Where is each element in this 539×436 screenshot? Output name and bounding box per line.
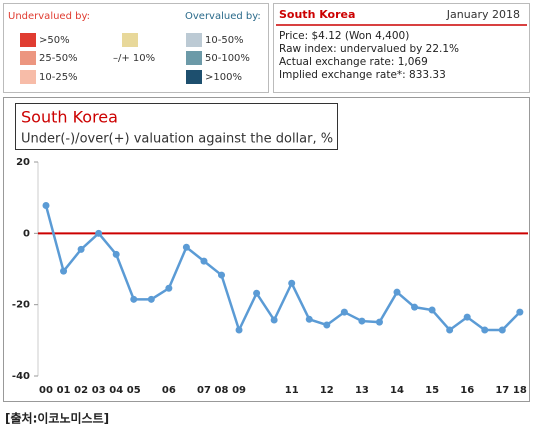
x-tick-label: 06 [162,385,176,396]
y-tick-label: 20 [16,157,30,168]
chart-title: South Korea [21,108,118,127]
info-country: South Korea [279,8,355,21]
info-box [273,3,530,93]
point [200,257,208,265]
legend-swatch [20,33,36,47]
point [340,308,348,316]
legend-swatch [20,51,36,65]
legend-box [3,3,269,93]
point [95,229,103,237]
point [270,316,278,324]
y-tick-label: -20 [12,300,30,311]
point [375,318,383,326]
legend-label: 50-100% [205,53,250,64]
point [516,308,524,316]
legend-title: Overvalued by: [185,11,261,22]
point [358,317,366,325]
x-tick-label: 12 [320,385,334,396]
legend-label: 10-50% [205,35,244,46]
x-tick-label: 08 [215,385,229,396]
point [147,295,155,303]
point [182,243,190,251]
x-tick-label: 02 [74,385,88,396]
x-tick-label: 15 [425,385,439,396]
legend-swatch [186,51,202,65]
x-tick-label: 05 [127,385,141,396]
x-tick-label: 09 [232,385,246,396]
legend-label: >50% [39,35,70,46]
point [218,271,225,279]
legend-swatch [186,33,202,47]
point [446,326,454,334]
legend-swatch [20,70,36,84]
legend-label: –/+ 10% [113,53,155,64]
legend-title: Undervalued by: [8,11,90,22]
chart-subtitle: Under(-)/over(+) valuation against the d… [21,132,333,147]
x-tick-label: 17 [495,385,509,396]
x-tick-label: 16 [460,385,474,396]
info-line: Actual exchange rate: 1,069 [279,56,428,68]
point [42,202,50,210]
source: [출처:이코노미스트] [5,411,109,426]
point [411,303,419,311]
x-tick-label: 04 [109,385,123,396]
x-tick-label: 13 [355,385,369,396]
info-date: January 2018 [446,8,520,21]
point [481,326,489,334]
legend-label: 10-25% [39,72,78,83]
x-tick-label: 14 [390,385,404,396]
point [323,321,331,329]
line [44,205,521,334]
point [60,267,68,275]
point [77,245,85,253]
point [130,295,138,303]
x-tick-label: 01 [57,385,71,396]
info-line: Raw index: undervalued by 22.1% [279,43,459,55]
x-tick-label: 18 [513,385,527,396]
legend-swatch [122,33,138,47]
point [112,250,120,258]
point [305,315,313,323]
point [428,306,436,314]
legend-swatch [186,70,202,84]
legend-label: >100% [205,72,242,83]
point [235,326,243,334]
point [288,279,296,287]
info-line: Price: $4.12 (Won 4,400) [279,30,409,42]
point [165,284,173,292]
point [393,288,401,296]
title-box [15,103,338,150]
x-tick-label: 03 [92,385,106,396]
y-tick-label: -40 [12,371,30,382]
x-tick-label: 07 [197,385,211,396]
x-tick-label: 11 [285,385,299,396]
x-tick-label: 00 [39,385,53,396]
point [253,289,261,297]
legend-label: 25-50% [39,53,78,64]
point [463,313,471,321]
info-line: Implied exchange rate*: 833.33 [279,69,446,81]
point [498,326,506,334]
y-tick-label: 0 [23,228,30,239]
